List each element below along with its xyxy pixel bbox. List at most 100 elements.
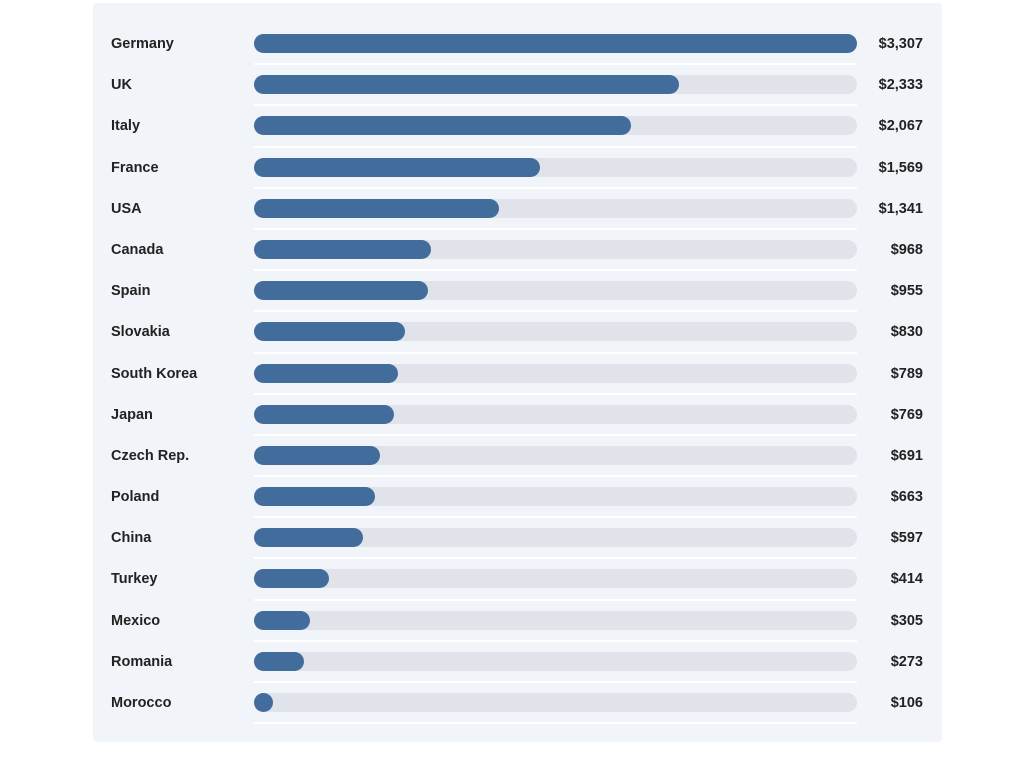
bar-rows: Germany $3,307 UK $2,333 Italy $2,067 France $1…	[93, 24, 942, 725]
value-label: $414	[890, 571, 923, 588]
bar-row: Canada $968	[93, 230, 942, 272]
value-label: $663	[890, 489, 923, 506]
bar-track	[254, 157, 857, 177]
bar	[254, 75, 680, 95]
row-divider	[254, 681, 857, 683]
category-label: UK	[111, 77, 132, 94]
category-label: Mexico	[111, 612, 161, 629]
bar	[254, 116, 631, 136]
bar-row: Slovakia $830	[93, 312, 942, 354]
bar	[254, 487, 375, 507]
row-divider	[254, 227, 857, 230]
value-label: $305	[890, 612, 923, 629]
bar-row: China $597	[93, 518, 942, 560]
row-divider	[254, 557, 857, 560]
bar	[254, 445, 380, 465]
value-label: $830	[890, 324, 923, 341]
category-label: Canada	[111, 241, 164, 258]
chart-card: Germany $3,307 UK $2,333 Italy $2,067 France $1…	[93, 3, 942, 742]
category-label: Poland	[111, 489, 160, 506]
bar-row: Poland $663	[93, 477, 942, 519]
value-label: $3,307	[878, 36, 923, 52]
category-label: Romania	[111, 653, 173, 670]
category-label: France	[111, 159, 159, 176]
bar-track	[254, 651, 857, 671]
row-divider	[254, 269, 857, 272]
bar-row: USA $1,341	[93, 189, 942, 230]
bar-row: UK $2,333	[93, 65, 942, 107]
value-label: $955	[890, 283, 923, 300]
value-label: $106	[890, 695, 923, 711]
row-divider	[254, 475, 857, 478]
bar	[254, 198, 499, 218]
row-divider	[254, 598, 857, 601]
row-divider	[254, 392, 857, 395]
value-label: $968	[890, 241, 923, 258]
row-divider	[254, 639, 857, 642]
bar-row: France $1,569	[93, 148, 942, 189]
bar	[254, 363, 398, 383]
bar-track	[254, 404, 857, 424]
bar-track	[254, 116, 857, 136]
category-label: Morocco	[111, 695, 172, 711]
value-label: $1,341	[878, 200, 923, 217]
bar	[254, 610, 310, 630]
bar	[254, 239, 431, 259]
bar-track	[254, 610, 857, 630]
category-label: Spain	[111, 283, 151, 300]
row-divider	[254, 516, 857, 519]
bar-track	[254, 363, 857, 383]
row-divider	[254, 351, 857, 354]
category-label: Italy	[111, 118, 141, 135]
bar-track	[254, 281, 857, 301]
bar	[254, 157, 541, 177]
bar	[254, 528, 363, 548]
category-label: Japan	[111, 406, 153, 423]
category-label: South Korea	[111, 365, 198, 382]
category-label: Czech Rep.	[111, 447, 190, 464]
bar-track	[254, 322, 857, 342]
bar-row: South Korea $789	[93, 354, 942, 395]
row-divider	[254, 433, 857, 436]
bar-row: Czech Rep. $691	[93, 436, 942, 478]
bar-track	[254, 198, 857, 218]
bar-row: Morocco $106	[93, 683, 942, 725]
bar-track	[254, 487, 857, 507]
value-label: $1,569	[878, 159, 923, 176]
category-label: Germany	[111, 36, 174, 52]
value-label: $691	[890, 447, 923, 464]
bar-row: Germany $3,307	[93, 24, 942, 66]
bar-row: Romania $273	[93, 642, 942, 683]
bar-row: Spain $955	[93, 271, 942, 313]
bar-row: Japan $769	[93, 395, 942, 436]
bar-track	[254, 445, 857, 465]
value-label: $273	[890, 653, 923, 670]
bar-track	[254, 569, 857, 589]
category-label: Turkey	[111, 571, 158, 588]
bar-track	[254, 528, 857, 548]
value-label: $789	[890, 365, 923, 382]
row-divider	[254, 104, 857, 107]
row-divider	[254, 722, 857, 725]
row-divider	[254, 145, 857, 148]
bar	[254, 651, 304, 671]
category-label: USA	[111, 200, 142, 217]
value-label: $597	[890, 530, 923, 547]
category-label: Slovakia	[111, 324, 170, 341]
bar-track	[254, 34, 857, 53]
bar	[254, 693, 274, 712]
bar	[254, 281, 429, 301]
bar	[254, 34, 857, 53]
bar	[254, 322, 406, 342]
value-label: $2,067	[878, 118, 923, 135]
bar-row: Mexico $305	[93, 601, 942, 642]
bar-row: Turkey $414	[93, 559, 942, 601]
bar-track	[254, 693, 857, 712]
bar-track	[254, 239, 857, 259]
row-divider	[254, 186, 857, 189]
bar-track	[254, 75, 857, 95]
bar	[254, 404, 395, 424]
row-divider	[254, 310, 857, 313]
bar-row: Italy $2,067	[93, 106, 942, 148]
value-label: $2,333	[878, 77, 923, 94]
